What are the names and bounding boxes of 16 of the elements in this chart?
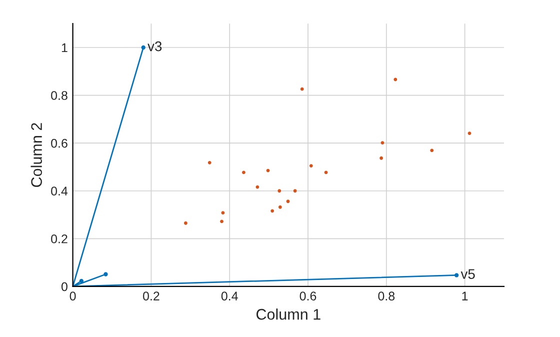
y-tick-label: 0.2 bbox=[51, 234, 68, 244]
y-tick-label: 0.4 bbox=[51, 186, 68, 196]
y-tick-label: 1 bbox=[62, 43, 68, 52]
x-tick-label: 0.2 bbox=[143, 292, 160, 300]
x-tick-label: 0.4 bbox=[221, 292, 238, 300]
x-axis-title: Column 1 bbox=[256, 308, 320, 320]
x-tick-label: 0 bbox=[70, 292, 76, 300]
annotation: v3 bbox=[148, 41, 162, 52]
y-tick-label: 0 bbox=[61, 282, 68, 292]
y-tick-label: 0.6 bbox=[51, 138, 68, 148]
annotation: v5 bbox=[460, 269, 475, 279]
x-tick-label: 1 bbox=[462, 292, 468, 300]
y-axis-title: Column 2 bbox=[30, 123, 42, 187]
y-tick-label: 0.8 bbox=[51, 91, 68, 100]
x-tick-label: 0.8 bbox=[378, 292, 395, 300]
x-tick-label: 0.6 bbox=[300, 292, 316, 300]
